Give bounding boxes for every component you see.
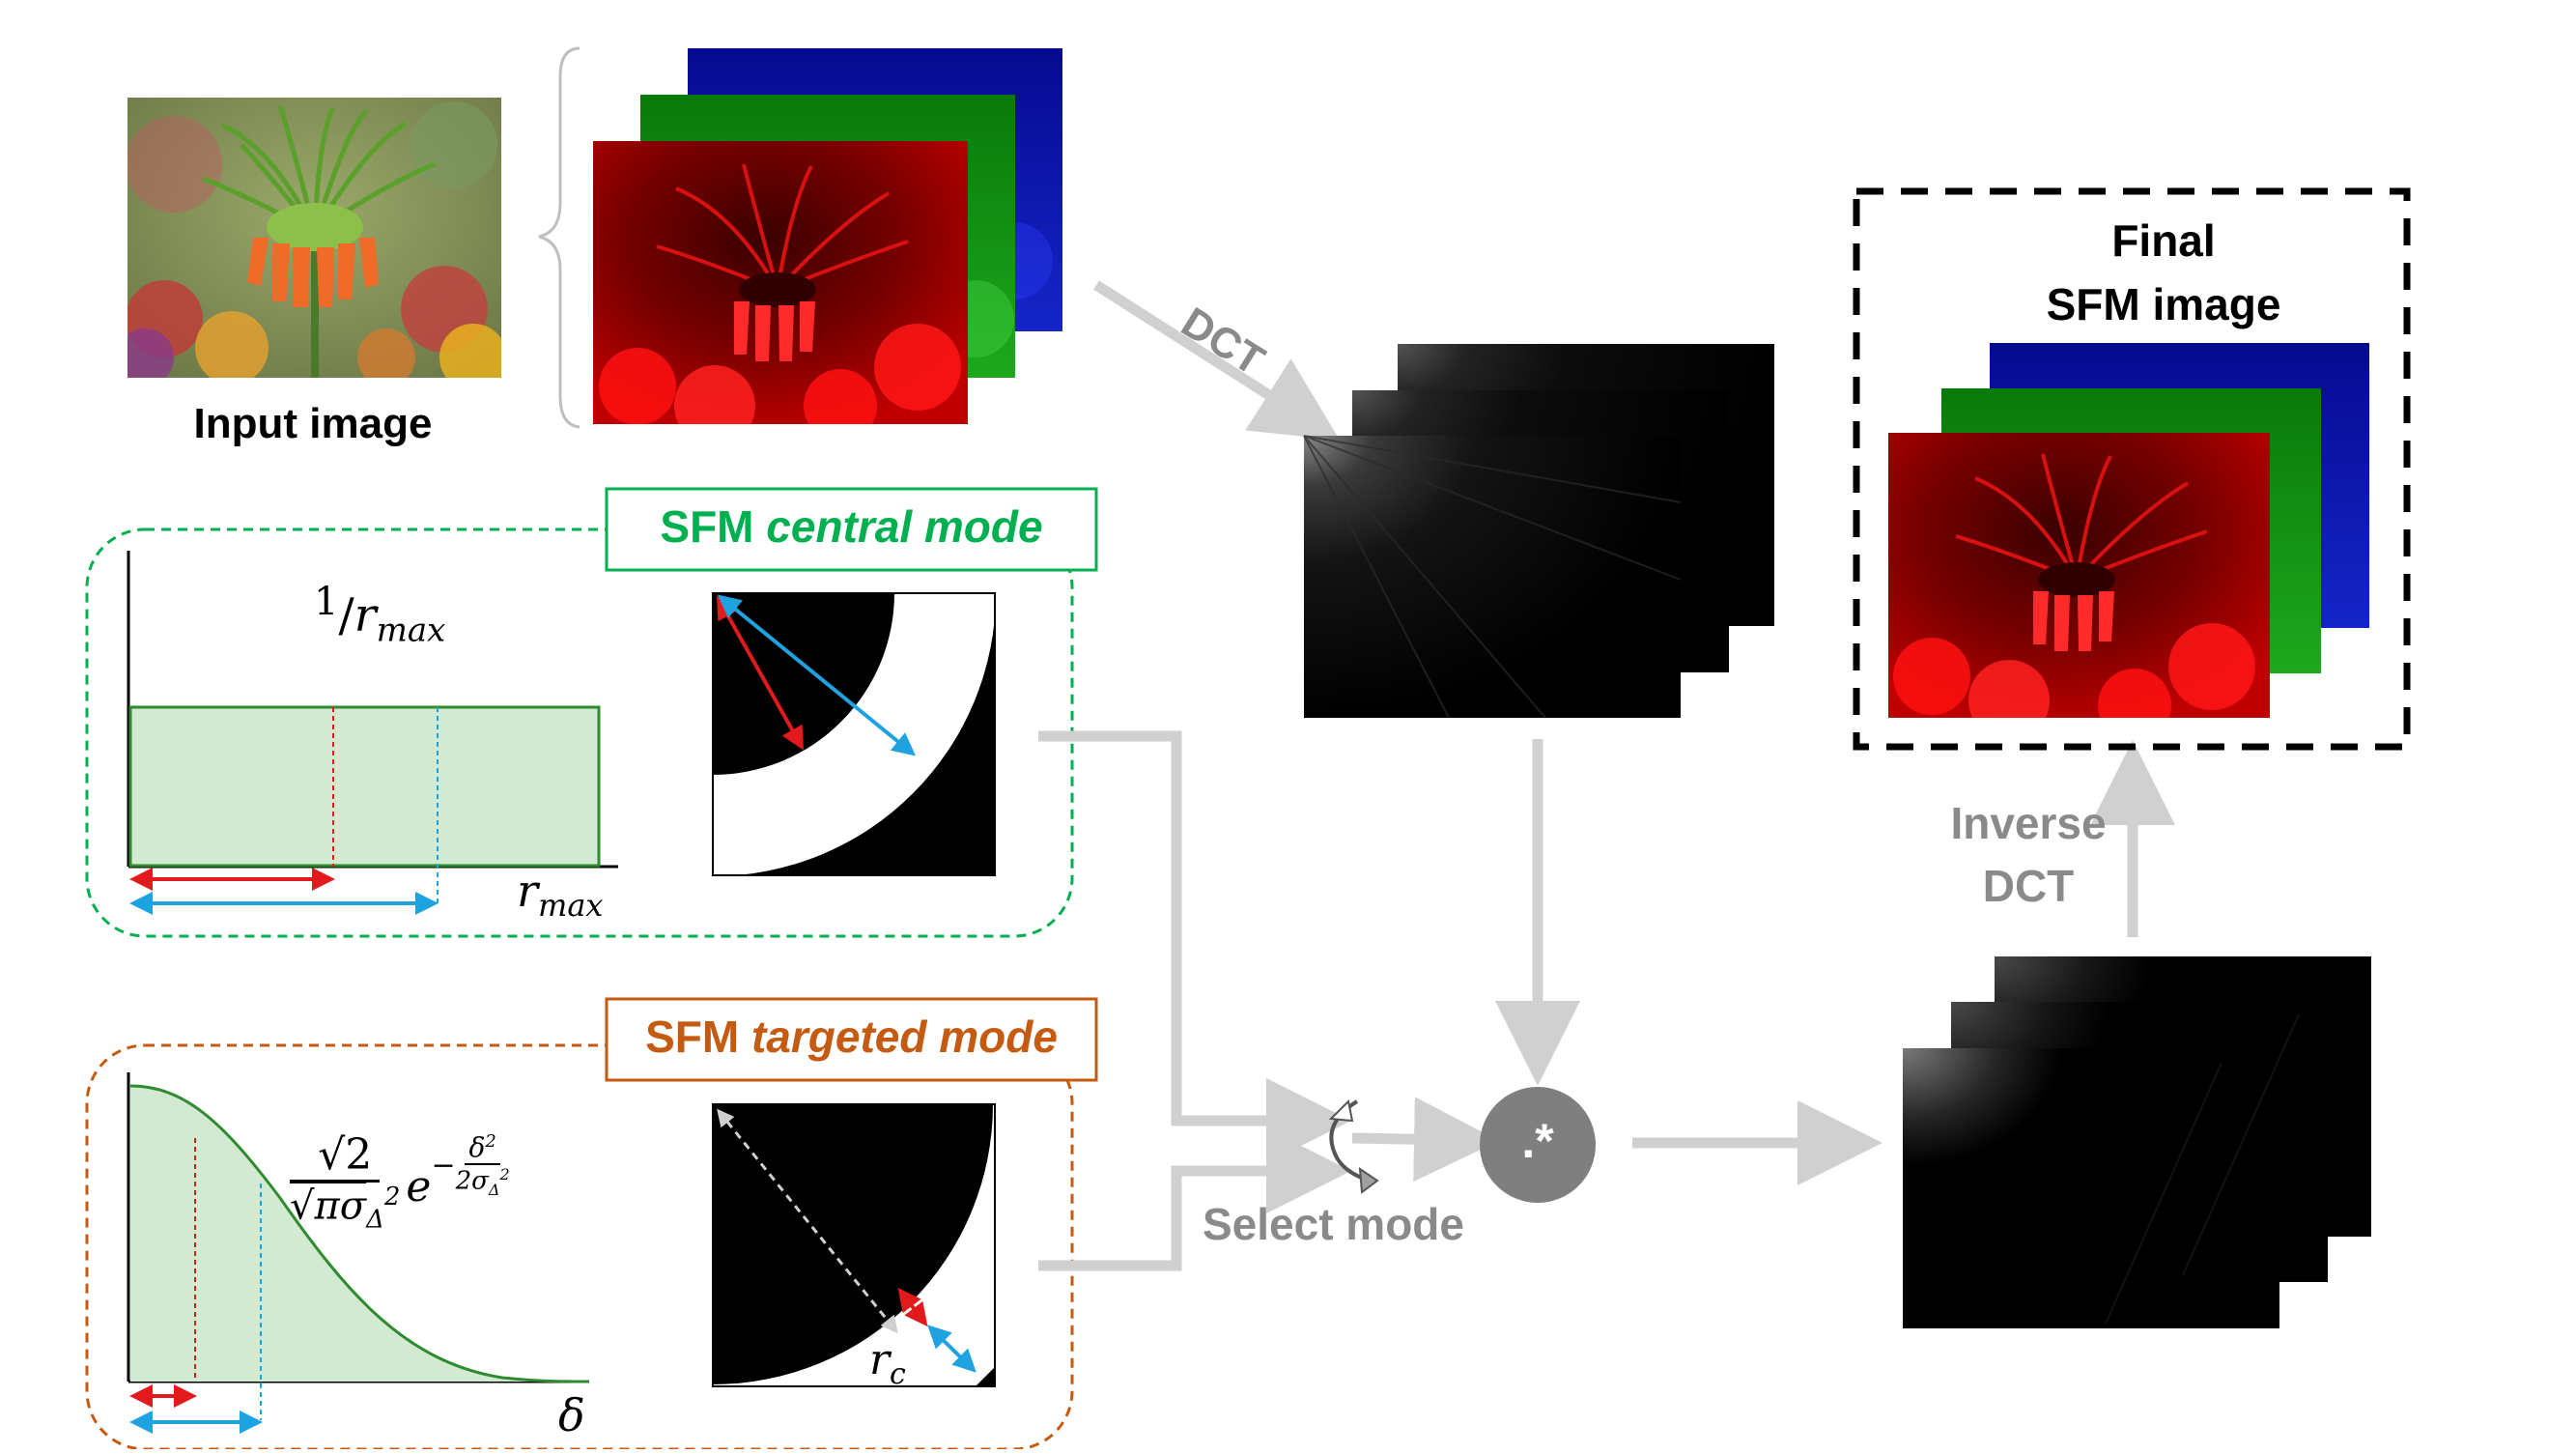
central-mode-panel (85, 487, 1098, 938)
formula-den: √πσ (290, 1183, 367, 1229)
uniform-distribution-area (128, 705, 601, 868)
targeted-to-select-connector (1038, 1128, 1351, 1271)
targeted-mode-formula: √2 √πσΔ2 e − δ2 2σΔ2 (290, 1130, 510, 1234)
exp-den-sub: Δ (488, 1181, 500, 1200)
mask-rc-var: r (869, 1335, 891, 1384)
final-image-box (1853, 187, 2411, 751)
targeted-axis-label: δ (558, 1389, 585, 1441)
final-rgb-stack (1888, 343, 2369, 718)
rgb-channel-stack (593, 48, 1062, 424)
filtered-spectrum-stack (1903, 956, 2371, 1328)
channel-split-brace (538, 46, 580, 429)
targeted-mode-panel (85, 997, 1098, 1451)
formula-num: √2 (310, 1130, 381, 1183)
final-label-line2: SFM image (2046, 279, 2281, 329)
central-mode-title-prefix: SFM (660, 501, 767, 552)
targeted-mode-title-italic: targeted mode (750, 1012, 1058, 1062)
targeted-mode-title-prefix: SFM (645, 1012, 751, 1062)
inverse-dct-label-line2: DCT (1982, 861, 2075, 911)
exp-den-sup: 2 (499, 1165, 510, 1184)
targeted-mode-title: SFM targeted mode (607, 1011, 1096, 1063)
central-to-select-connector (1038, 730, 1351, 1163)
select-mode-rotate-icon (1328, 1098, 1379, 1194)
exp-minus: − (431, 1148, 456, 1183)
central-mode-title-italic: central mode (766, 501, 1043, 552)
formula-numerator: 1 (314, 580, 339, 624)
input-flower-photo (127, 98, 501, 378)
gaussian-distribution-area (130, 1086, 589, 1382)
inverse-dct-label-line1: Inverse (1950, 798, 2107, 848)
select-mode-label: Select mode (1203, 1199, 1464, 1249)
exp-num: δ (468, 1131, 486, 1164)
formula-denominator: r (354, 588, 377, 642)
central-axis-sub: max (538, 887, 604, 925)
central-axis-var: r (517, 865, 538, 917)
select-to-multiply-arrow (1351, 1097, 1499, 1183)
exp-den: 2σ (455, 1167, 489, 1197)
dct-spectrum-stack (1303, 344, 1774, 719)
dct-arrow (1093, 280, 1341, 441)
mask-rc-label: rc (869, 1335, 906, 1391)
formula-e: e (406, 1162, 432, 1212)
central-mode-formula: 1/rmax (314, 580, 446, 650)
formula-den-sub: Δ (366, 1205, 384, 1235)
central-axis-label: rmax (517, 865, 603, 924)
input-image-label: Input image (194, 400, 433, 447)
multiply-symbol: .* (1521, 1114, 1554, 1168)
central-mode-title: SFM central mode (607, 500, 1096, 553)
final-label-line1: Final (2111, 215, 2216, 266)
multiply-circle (1480, 1087, 1596, 1203)
formula-subscript: max (376, 611, 446, 650)
formula-den-sup: 2 (383, 1183, 401, 1212)
exp-num-sup: 2 (485, 1131, 496, 1153)
mask-rc-sub: c (890, 1356, 906, 1391)
